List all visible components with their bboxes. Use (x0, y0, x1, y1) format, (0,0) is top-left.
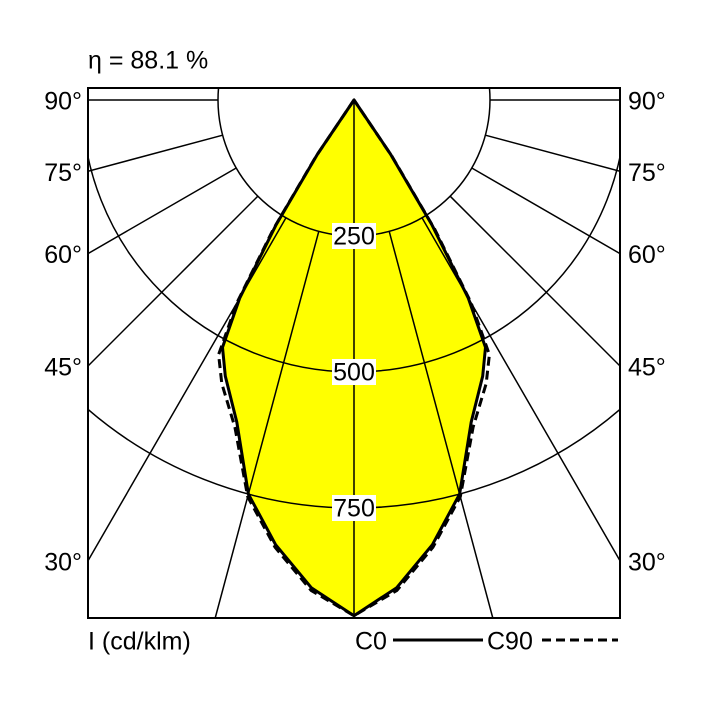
grid-layer (88, 88, 620, 618)
angle-label: 75° (44, 159, 82, 187)
ring-label: 250 (333, 223, 375, 251)
angle-label: 45° (628, 354, 666, 382)
angle-label: 60° (44, 241, 82, 269)
curve (221, 98, 487, 618)
curve-layer (217, 98, 491, 618)
ring-label-bg (332, 495, 376, 521)
angle-label: 30° (628, 548, 666, 576)
unit-label: I (cd/klm) (88, 628, 191, 656)
angle-label: 45° (44, 354, 82, 382)
ring-label-bg (332, 359, 376, 385)
radial-line (214, 231, 320, 618)
radial-line (471, 167, 620, 255)
angle-label: 60° (628, 241, 666, 269)
legend-label: C0 (355, 628, 387, 656)
ring-label: 750 (333, 495, 375, 523)
radial-line (88, 134, 223, 172)
angle-label: 90° (628, 88, 666, 116)
angle-label: 30° (44, 548, 82, 576)
radial-line (88, 167, 237, 255)
angle-label: 90° (44, 88, 82, 116)
label-layer: 250 500 750 90° 90° 75° 75° 60° 60° 45° 45° 30° 30° (44, 88, 666, 577)
radial-line (88, 195, 259, 367)
radial-line (449, 195, 620, 367)
radial-line (485, 134, 620, 172)
radial-line (421, 217, 620, 562)
efficiency: η = 88.1 % (88, 47, 208, 75)
radial-line (388, 231, 494, 618)
frame (87, 87, 621, 619)
legend-label: C90 (487, 628, 533, 656)
ring-label-bg (332, 223, 376, 249)
ring-label: 500 (333, 359, 375, 387)
radial-line (88, 217, 287, 562)
angle-label: 75° (628, 159, 666, 187)
